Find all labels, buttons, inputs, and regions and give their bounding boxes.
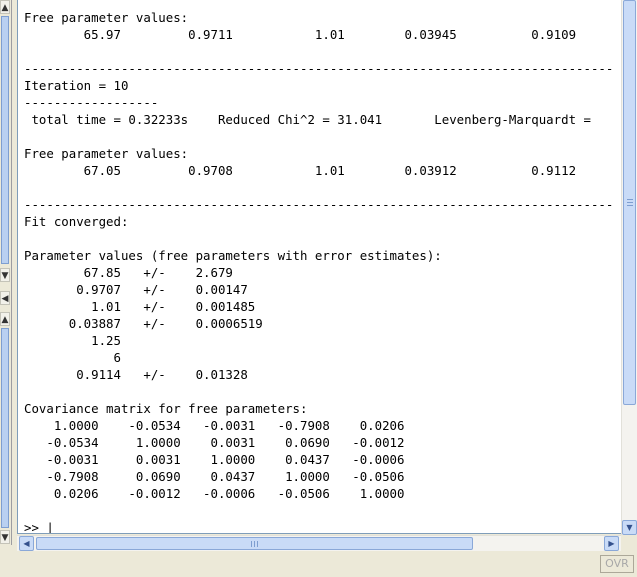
thumb-grip-line bbox=[251, 541, 252, 547]
left-scroll-down-icon[interactable]: ▼ bbox=[0, 268, 10, 282]
console-line: total time = 0.32233s Reduced Chi^2 = 31… bbox=[24, 112, 591, 127]
left-scroll-thumb-bottom[interactable] bbox=[1, 328, 9, 528]
console-line: -0.7908 0.0690 0.0437 1.0000 -0.0506 bbox=[24, 469, 405, 484]
console-line: 1.0000 -0.0534 -0.0031 -0.7908 0.0206 bbox=[24, 418, 405, 433]
console-line: 1.01 +/- 0.001485 bbox=[24, 299, 256, 314]
thumb-grip-line bbox=[254, 541, 255, 547]
status-bar: OVR bbox=[0, 551, 637, 577]
thumb-grip-line bbox=[627, 202, 633, 203]
console-line: 67.85 +/- 2.679 bbox=[24, 265, 233, 280]
thumb-grip-line bbox=[627, 205, 633, 206]
console-line: 0.9707 +/- 0.00147 bbox=[24, 282, 248, 297]
left-scroll-thumb-top[interactable] bbox=[1, 16, 9, 264]
console-line: Free parameter values: bbox=[24, 10, 189, 25]
scroll-right-icon[interactable]: ▶ bbox=[604, 536, 619, 551]
overwrite-mode-indicator: OVR bbox=[600, 555, 634, 573]
thumb-grip-line bbox=[257, 541, 258, 547]
console-line: ----------------------------------------… bbox=[24, 197, 614, 212]
console-line: ----------------------------------------… bbox=[24, 61, 614, 76]
console-line: 1.25 bbox=[24, 333, 121, 348]
console-line: 0.9114 +/- 0.01328 bbox=[24, 367, 248, 382]
console-line: 0.0206 -0.0012 -0.0006 -0.0506 1.0000 bbox=[24, 486, 405, 501]
console-line: Iteration = 10 bbox=[24, 78, 129, 93]
console-line: -0.0534 1.0000 0.0031 0.0690 -0.0012 bbox=[24, 435, 405, 450]
horizontal-scroll-thumb[interactable] bbox=[36, 537, 473, 550]
console-line: 0.03887 +/- 0.0006519 bbox=[24, 316, 263, 331]
left-scroll-up-icon-2[interactable]: ▲ bbox=[0, 312, 10, 326]
console-output-pane[interactable]: Free parameter values: 65.97 0.9711 1.01… bbox=[17, 0, 621, 534]
console-line: Fit converged: bbox=[24, 214, 129, 229]
console-line: 65.97 0.9711 1.01 0.03945 0.9109 bbox=[24, 27, 577, 42]
console-line: Free parameter values: bbox=[24, 146, 189, 161]
left-scroll-down-icon-2[interactable]: ▼ bbox=[0, 530, 10, 544]
scroll-down-icon[interactable]: ▼ bbox=[622, 520, 637, 535]
console-line: ------------------ bbox=[24, 95, 159, 110]
console-line: Parameter values (free parameters with e… bbox=[24, 248, 442, 263]
scroll-left-icon[interactable]: ◀ bbox=[19, 536, 34, 551]
left-collapse-icon[interactable]: ◀ bbox=[0, 291, 10, 305]
console-text: Free parameter values: 65.97 0.9711 1.01… bbox=[24, 9, 614, 534]
console-line: >> | bbox=[24, 520, 54, 534]
console-line: Covariance matrix for free parameters: bbox=[24, 401, 308, 416]
thumb-grip-line bbox=[627, 199, 633, 200]
vertical-scrollbar[interactable]: ▼ bbox=[621, 0, 637, 535]
vertical-scroll-thumb[interactable] bbox=[623, 0, 636, 405]
left-panel-strip: ▲ ▼ ◀ ▲ ▼ bbox=[0, 0, 12, 545]
horizontal-scrollbar[interactable]: ◀ ▶ bbox=[17, 535, 621, 551]
console-line: 67.05 0.9708 1.01 0.03912 0.9112 bbox=[24, 163, 577, 178]
console-line: 6 bbox=[24, 350, 121, 365]
console-line: -0.0031 0.0031 1.0000 0.0437 -0.0006 bbox=[24, 452, 405, 467]
left-scroll-up-icon[interactable]: ▲ bbox=[0, 0, 10, 14]
